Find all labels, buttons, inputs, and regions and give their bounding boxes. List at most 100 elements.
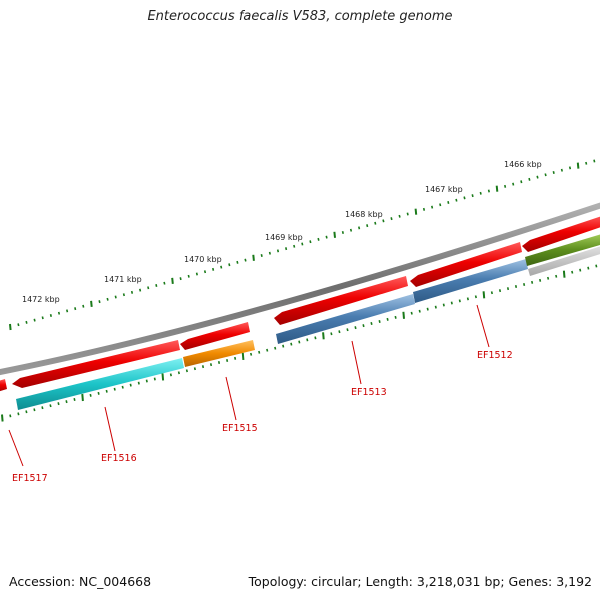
- gene-EF1516-bar[interactable]: [16, 358, 184, 410]
- genome-summary-text: Topology: circular; Length: 3,218,031 bp…: [248, 574, 592, 589]
- minor-tick: [314, 336, 317, 340]
- minor-tick: [290, 342, 293, 346]
- minor-tick: [309, 240, 312, 244]
- gene-label-EF1512[interactable]: EF1512: [477, 350, 513, 361]
- minor-tick: [226, 359, 229, 362]
- minor-tick: [187, 274, 190, 278]
- minor-tick: [568, 166, 572, 170]
- leader-line: [8, 429, 24, 467]
- minor-tick: [236, 260, 239, 264]
- minor-tick: [585, 161, 588, 165]
- ruler-label: 1468 kbp: [345, 210, 383, 219]
- minor-tick: [228, 263, 231, 267]
- ruler-labels: 1472 kbp 1471 kbp 1470 kbp 1469 kbp 1468…: [22, 160, 542, 304]
- gene-EF1514-bar[interactable]: [276, 294, 415, 344]
- gene-label-EF1516[interactable]: EF1516: [101, 453, 137, 464]
- minor-tick: [33, 318, 36, 322]
- minor-tick: [539, 278, 542, 282]
- minor-tick: [466, 297, 469, 301]
- major-tick: [562, 270, 566, 278]
- gene-label-EF1517[interactable]: EF1517: [12, 473, 48, 484]
- minor-tick: [560, 168, 563, 172]
- ruler-label: 1470 kbp: [184, 255, 222, 264]
- minor-tick: [593, 159, 596, 163]
- major-tick: [241, 352, 245, 360]
- minor-tick: [82, 304, 85, 308]
- gene-EF1510-bar[interactable]: [528, 245, 600, 276]
- minor-tick: [98, 300, 101, 304]
- minor-tick: [57, 311, 61, 315]
- minor-tick: [520, 180, 523, 184]
- minor-tick: [9, 414, 12, 418]
- minor-tick: [447, 201, 450, 204]
- minor-tick: [442, 303, 445, 307]
- minor-tick: [147, 286, 150, 290]
- cds-feature[interactable]: [522, 215, 600, 252]
- minor-tick: [398, 214, 401, 218]
- major-tick: [482, 291, 486, 299]
- major-tick: [1, 414, 4, 422]
- major-tick: [90, 300, 93, 307]
- map-title: Enterococcus faecalis V583, complete gen…: [147, 9, 453, 24]
- minor-tick: [346, 328, 349, 332]
- minor-tick: [512, 182, 515, 186]
- minor-tick: [490, 291, 493, 295]
- minor-tick: [341, 231, 344, 234]
- gene-label-EF1515[interactable]: EF1515: [222, 423, 258, 434]
- minor-tick: [422, 207, 426, 211]
- minor-tick: [155, 284, 158, 287]
- minor-tick: [113, 387, 116, 391]
- minor-tick: [260, 254, 263, 257]
- minor-tick: [498, 289, 502, 293]
- cds-feature[interactable]: [12, 340, 180, 388]
- minor-tick: [358, 226, 361, 230]
- minor-tick: [458, 299, 461, 303]
- cds-feature[interactable]: [0, 379, 7, 392]
- ruler-label: 1469 kbp: [265, 233, 303, 242]
- accession-text: Accession: NC_004668: [9, 574, 152, 589]
- minor-tick: [137, 381, 140, 385]
- minor-tick: [370, 322, 373, 325]
- minor-tick: [531, 280, 534, 284]
- minor-tick: [130, 290, 134, 294]
- cds-feature[interactable]: [274, 276, 408, 325]
- cds-feature[interactable]: [410, 242, 522, 287]
- gene-EF1513-bar[interactable]: [413, 259, 528, 303]
- genome-backbone: [0, 202, 600, 376]
- major-tick: [161, 373, 165, 381]
- minor-tick: [479, 191, 482, 195]
- major-tick: [171, 277, 174, 284]
- gene-EF1515-bar[interactable]: [183, 340, 255, 367]
- minor-tick: [406, 212, 409, 216]
- gene-EF1511-bar[interactable]: [525, 233, 600, 266]
- minor-tick: [17, 323, 20, 327]
- minor-tick: [106, 297, 109, 301]
- minor-tick: [552, 171, 555, 174]
- major-tick: [414, 208, 418, 215]
- minor-tick: [547, 276, 550, 280]
- minor-tick: [121, 385, 124, 389]
- minor-tick: [528, 177, 531, 181]
- major-tick: [252, 254, 255, 261]
- minor-tick: [195, 272, 198, 276]
- minor-tick: [571, 270, 574, 274]
- minor-tick: [455, 198, 458, 202]
- ruler-label: 1466 kbp: [504, 160, 542, 169]
- minor-tick: [354, 326, 357, 330]
- cds-feature[interactable]: [180, 322, 250, 350]
- minor-tick: [418, 309, 421, 313]
- ruler-label: 1467 kbp: [425, 185, 463, 194]
- leader-line: [225, 376, 237, 421]
- minor-tick: [390, 217, 393, 221]
- minor-tick: [209, 363, 213, 367]
- minor-tick: [41, 316, 44, 320]
- minor-tick: [139, 288, 142, 292]
- minor-tick: [301, 242, 304, 246]
- minor-tick: [129, 383, 132, 387]
- minor-tick: [122, 293, 125, 297]
- minor-tick: [179, 277, 182, 281]
- ruler-label: 1472 kbp: [22, 295, 60, 304]
- gene-label-EF1513[interactable]: EF1513: [351, 387, 387, 398]
- minor-tick: [362, 324, 365, 328]
